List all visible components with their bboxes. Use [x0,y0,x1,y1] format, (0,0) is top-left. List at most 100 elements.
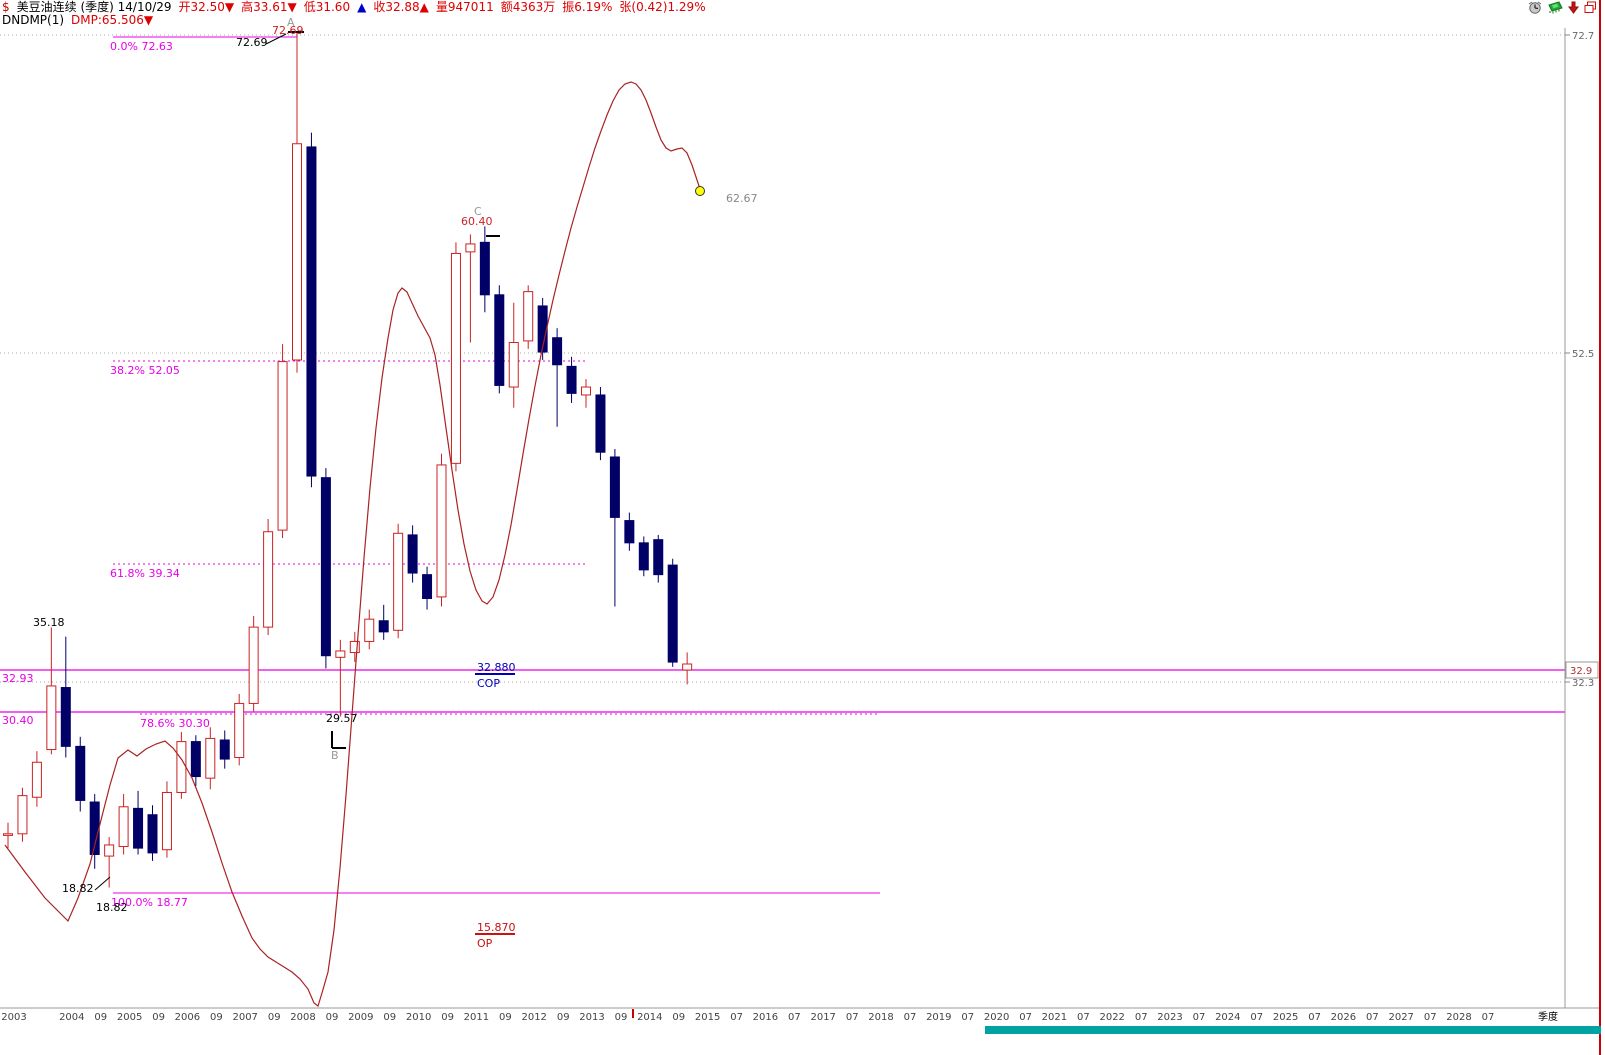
x-axis-year-label[interactable]: 2005 [117,1012,142,1023]
x-axis-sub-label[interactable]: 07 [1077,1012,1090,1023]
x-axis-sub-label[interactable]: 07 [1424,1012,1437,1023]
candle-2007Q4 [277,344,288,539]
x-axis-sub-label[interactable]: 09 [557,1012,570,1023]
candle-2005Q3 [147,805,158,861]
candle-2014Q2 [653,534,664,583]
x-axis-year-label[interactable]: 2012 [521,1012,546,1023]
x-axis-sub-label[interactable]: 09 [152,1012,165,1023]
x-axis-year-label[interactable]: 2020 [984,1012,1009,1023]
candle-2006Q3 [205,727,216,790]
x-axis-sub-label[interactable]: 07 [904,1012,917,1023]
x-axis-year-label[interactable]: 2007 [232,1012,257,1023]
candle-2012Q4 [566,356,577,403]
candle-2005Q4 [161,781,172,858]
restore-window-icon[interactable] [1584,1,1597,14]
candle-2011Q1 [465,234,476,343]
candle-2012Q3 [552,328,563,427]
x-axis-year-label[interactable]: 2021 [1042,1012,1067,1023]
x-axis-sub-label[interactable]: 07 [1135,1012,1148,1023]
x-axis-year-label[interactable]: 2027 [1388,1012,1413,1023]
x-axis-sub-label[interactable]: 07 [961,1012,974,1023]
x-axis-year-label[interactable]: 2019 [926,1012,951,1023]
x-axis-sub-label[interactable]: 07 [1250,1012,1263,1023]
annotation-text: 18.82 [62,882,94,895]
candle-2011Q3 [494,285,505,394]
x-axis-year-label[interactable]: 2028 [1446,1012,1471,1023]
candle-2007Q3 [263,518,274,636]
x-axis-year-label[interactable]: 2026 [1331,1012,1356,1023]
bottom-scrollbar[interactable] [985,1026,1601,1034]
x-axis-sub-label[interactable]: 09 [326,1012,339,1023]
x-axis-year-label[interactable]: 2025 [1273,1012,1298,1023]
x-axis-sub-label[interactable]: 07 [1308,1012,1321,1023]
x-axis-sub-label[interactable]: 09 [441,1012,454,1023]
x-axis-sub-label[interactable]: 09 [672,1012,685,1023]
candle-2009Q2 [364,609,375,650]
clock-icon[interactable] [1527,1,1542,14]
indicator-bar: DNDMP(1) DMP:65.506▼ [2,14,160,27]
candle-2008Q1 [292,31,302,373]
x-axis-sub-label[interactable]: 09 [499,1012,512,1023]
x-axis-year-label[interactable]: 2016 [753,1012,778,1023]
x-axis-year-label[interactable]: 2018 [868,1012,893,1023]
x-axis-sub-label[interactable]: 07 [730,1012,743,1023]
candle-2014Q1 [638,536,649,577]
annotation-text: 18.82 [96,901,128,914]
title-segment: 美豆油连续 (季度) 14/10/29 [16,0,172,14]
annotation-text: 29.57 [326,712,358,725]
fibonacci-label: 0.0% 72.63 [110,40,173,53]
x-axis-year-label[interactable]: 2008 [290,1012,315,1023]
annotation-text: C [474,205,482,218]
x-axis-sub-label[interactable]: 07 [1193,1012,1206,1023]
x-axis-year-label[interactable]: 2017 [810,1012,835,1023]
candle-2010Q1 [407,525,418,583]
x-axis-year-label[interactable]: 2011 [464,1012,489,1023]
y-axis-label: 32.3 [1572,678,1594,689]
x-axis-sub-label[interactable]: 09 [210,1012,223,1023]
title-segment: ▲ [357,0,367,14]
x-axis-year-label[interactable]: 2013 [579,1012,604,1023]
y-axis-label: 52.5 [1572,349,1594,360]
price-tag-box [1565,661,1599,679]
x-axis-year-label[interactable]: 2003 [1,1012,26,1023]
x-axis-sub-label[interactable]: 09 [615,1012,628,1023]
title-segment: $ [2,0,10,14]
x-axis-year-label[interactable]: 2023 [1157,1012,1182,1023]
x-axis-sub-label[interactable]: 07 [846,1012,859,1023]
annotation-text: A [287,16,295,29]
price-target-label: OP [477,937,493,950]
x-axis-year-label[interactable]: 2024 [1215,1012,1240,1023]
x-axis-year-label[interactable]: 2022 [1099,1012,1124,1023]
dmp-marker-dot[interactable] [695,186,705,196]
candle-2009Q4 [393,523,404,639]
x-axis-sub-label[interactable]: 07 [1366,1012,1379,1023]
x-axis-sub-label[interactable]: 09 [268,1012,281,1023]
price-target-value: 32.880 [477,661,516,674]
window-controls [1527,1,1597,14]
x-axis-year-label[interactable]: 2015 [695,1012,720,1023]
candle-2010Q3 [436,453,447,607]
x-axis-sub-label[interactable]: 07 [1482,1012,1495,1023]
x-axis-year-label[interactable]: 2014 [637,1012,662,1023]
titlebar: $ 美豆油连续 (季度) 14/10/29 开32.50▼ 高33.61▼ 低31.60… [2,0,713,14]
chip-icon[interactable] [1546,1,1563,14]
x-axis-year-label[interactable]: 2004 [59,1012,84,1023]
candle-2007Q1 [234,693,245,766]
title-segment: 低31.60 [303,0,351,14]
candle-2006Q4 [219,730,230,769]
x-axis-sub-label[interactable]: 07 [1019,1012,1032,1023]
candle-2006Q2 [190,735,201,787]
candle-2013Q2 [595,387,606,461]
x-axis-year-label[interactable]: 2006 [175,1012,200,1023]
x-axis-sub-label[interactable]: 07 [788,1012,801,1023]
download-arrow-icon[interactable] [1567,1,1580,14]
x-axis-sub-label[interactable]: 09 [94,1012,107,1023]
annotation-text: B [331,749,339,762]
candle-2004Q1 [60,636,71,758]
x-axis-year-label[interactable]: 2010 [406,1012,431,1023]
x-axis-sub-label[interactable]: 09 [383,1012,396,1023]
period-label[interactable]: 季度 [1538,1010,1558,1023]
candle-2008Q2 [306,132,317,488]
x-axis-year-label[interactable]: 2009 [348,1012,373,1023]
